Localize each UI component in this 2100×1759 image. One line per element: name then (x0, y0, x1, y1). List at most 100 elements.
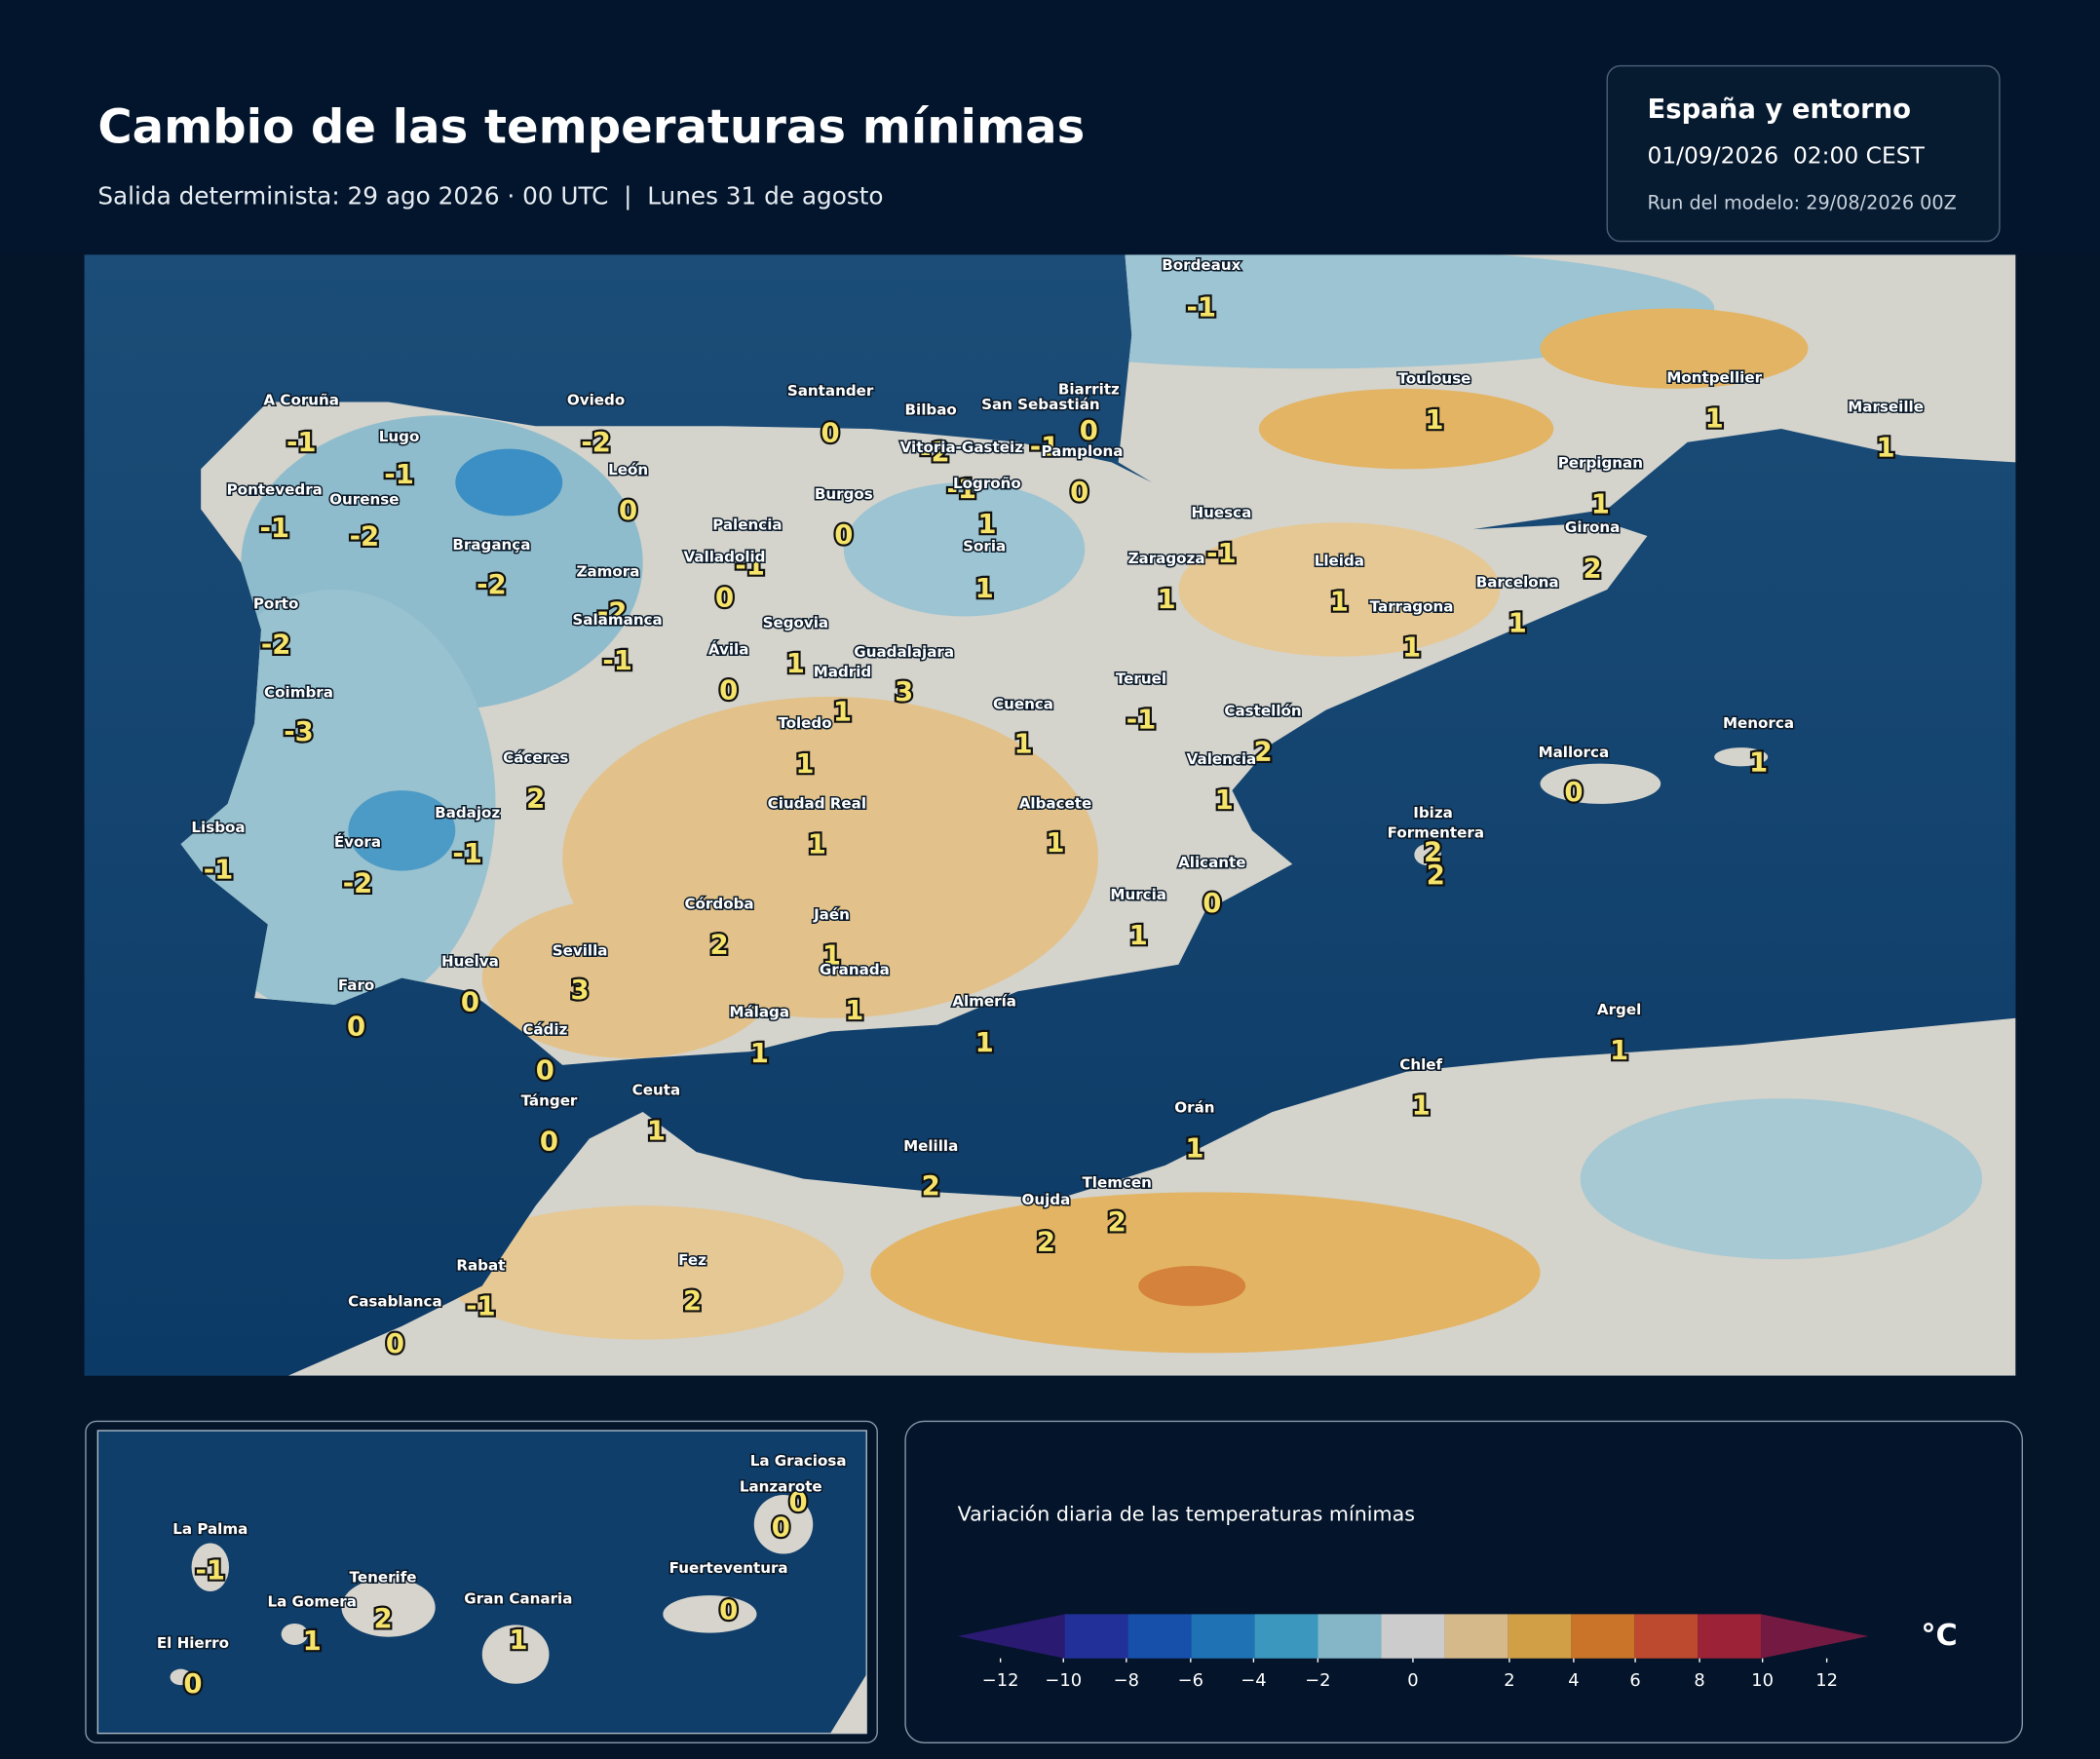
place-name: Cádiz (522, 1021, 567, 1039)
place-name: Ceuta (632, 1081, 681, 1098)
legend-swatch (1317, 1614, 1382, 1659)
place-name: Ciudad Real (768, 794, 866, 812)
place-name: Fez (678, 1251, 706, 1269)
place-name: Logroño (953, 475, 1021, 492)
place-name: Girona (1565, 518, 1620, 536)
place-name: Huesca (1192, 504, 1252, 521)
legend-tick-label: −12 (982, 1670, 1019, 1691)
place-name: Badajoz (435, 804, 500, 822)
legend-tick-label: −4 (1241, 1670, 1266, 1691)
place-name: Málaga (729, 1004, 789, 1021)
place-name: Palencia (712, 516, 782, 533)
place-value: 1 (750, 1038, 769, 1069)
legend-tick-label: 8 (1694, 1670, 1704, 1691)
legend-swatch (1191, 1614, 1255, 1659)
place-value: -1 (384, 459, 414, 490)
place-name: Oujda (1021, 1191, 1070, 1208)
place-name: Tlemcen (1082, 1173, 1151, 1191)
place-name: Valencia (1187, 750, 1257, 768)
main-map (84, 254, 2016, 1376)
place-value: 0 (789, 1486, 808, 1517)
legend-box (904, 1420, 2023, 1743)
legend-tick-label: −8 (1114, 1670, 1139, 1691)
info-run: Run del modelo: 29/08/2026 00Z (1647, 192, 1956, 214)
place-name: Soria (963, 537, 1006, 554)
place-name: Zaragoza (1128, 550, 1205, 567)
legend-tick-label: −10 (1045, 1670, 1082, 1691)
place-name: Cáceres (503, 749, 568, 767)
place-value: 1 (1013, 728, 1032, 759)
place-value: -1 (1030, 431, 1060, 462)
place-value: 1 (845, 995, 863, 1026)
place-name: Montpellier (1666, 368, 1762, 386)
place-value: -2 (261, 630, 291, 661)
legend-unit: °C (1921, 1619, 1957, 1653)
place-value: 1 (509, 1625, 527, 1656)
place-name: Castellón (1224, 703, 1301, 720)
place-value: -1 (1187, 291, 1217, 323)
place-name: Coimbra (264, 683, 333, 701)
place-value: -1 (602, 645, 632, 676)
place-value: 1 (808, 828, 826, 860)
legend-tick-label: 12 (1815, 1670, 1838, 1691)
place-value: -2 (343, 867, 373, 899)
place-value: 0 (1080, 415, 1098, 446)
info-datetime: 01/09/2026 02:00 CEST (1647, 142, 1925, 170)
place-value: 1 (303, 1625, 322, 1657)
legend-swatch (1508, 1614, 1572, 1659)
place-name: Vitoria-Gasteiz (900, 439, 1024, 456)
place-name: Orán (1174, 1098, 1214, 1116)
place-name: Argel (1597, 1001, 1641, 1018)
legend-swatch (1698, 1614, 1762, 1659)
place-name: Tánger (521, 1091, 578, 1109)
place-name: Biarritz (1058, 381, 1120, 399)
place-value: 1 (1158, 584, 1176, 615)
legend-swatch (1127, 1614, 1192, 1659)
place-name: Casablanca (348, 1293, 442, 1311)
place-value: 2 (526, 784, 545, 815)
place-value: 0 (386, 1328, 404, 1359)
place-value: 1 (1046, 827, 1064, 859)
place-value: -1 (286, 427, 317, 458)
place-value: 1 (1185, 1132, 1203, 1164)
place-name: Rabat (456, 1257, 505, 1275)
place-name: El Hierro (157, 1634, 229, 1652)
place-value: 1 (833, 696, 852, 727)
legend-swatch (1634, 1614, 1699, 1659)
place-value: -2 (477, 569, 507, 600)
place-name: Córdoba (684, 895, 753, 912)
place-value: 2 (1584, 553, 1602, 584)
place-value: 1 (1508, 608, 1527, 639)
legend-swatch (1761, 1614, 1869, 1659)
place-value: 0 (821, 418, 840, 449)
place-value: 1 (975, 1027, 994, 1058)
place-value: 1 (1215, 784, 1234, 816)
place-value: -1 (452, 838, 482, 869)
place-name: Sevilla (553, 942, 608, 960)
legend-tick-label: −2 (1305, 1670, 1330, 1691)
place-value: 2 (1253, 737, 1272, 768)
place-value: 2 (374, 1603, 393, 1634)
place-value: 0 (772, 1511, 790, 1543)
place-name: Menorca (1723, 714, 1794, 732)
place-value: 1 (1749, 747, 1768, 779)
legend-title: Variación diaria de las temperaturas mín… (958, 1503, 1415, 1526)
legend-swatch (957, 1614, 1065, 1659)
place-value: 0 (1203, 888, 1221, 919)
place-name: Pamplona (1042, 442, 1124, 460)
place-name: Perpignan (1558, 454, 1643, 472)
legend-swatch (1571, 1614, 1635, 1659)
place-value: 2 (1037, 1227, 1055, 1258)
place-name: Teruel (1116, 670, 1166, 688)
place-value: 2 (1424, 837, 1442, 868)
place-value: 2 (683, 1285, 702, 1317)
place-name: León (608, 461, 648, 478)
place-value: -2 (920, 437, 950, 468)
place-value: 1 (1877, 433, 1895, 464)
place-name: Murcia (1110, 886, 1166, 903)
place-value: 0 (347, 1011, 365, 1042)
place-value: 0 (461, 987, 479, 1018)
place-value: 1 (975, 573, 994, 604)
